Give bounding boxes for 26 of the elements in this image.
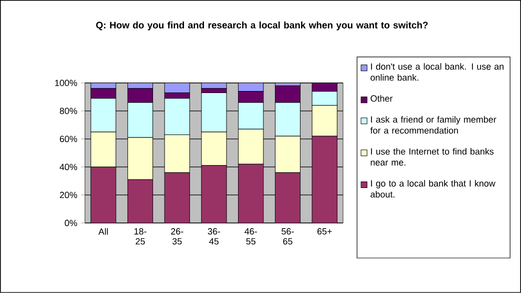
- legend-label: I ask a friend or family member for a recommendation: [370, 116, 496, 134]
- legend-label: Other: [370, 95, 393, 102]
- y-tick-label: 100%: [55, 80, 78, 86]
- x-tick-label: 18-25: [134, 228, 146, 245]
- x-tick-label: 46-55: [244, 228, 257, 245]
- bar: [164, 172, 190, 224]
- bar: [201, 165, 227, 224]
- bar: [274, 172, 301, 224]
- legend-label: I don't use a local bank. I use an online bank.: [370, 63, 504, 81]
- bar: [90, 166, 116, 224]
- y-tick-label: 40%: [60, 164, 78, 170]
- y-tick-label: 60%: [60, 136, 78, 142]
- bar: [127, 179, 154, 224]
- chart-title: Q: How do you find and research a local bank when you want to switch?: [96, 22, 428, 30]
- x-tick-label: 56-65: [282, 228, 294, 245]
- x-tick-label: 26-35: [171, 228, 184, 245]
- x-tick-label: All: [98, 228, 108, 235]
- x-tick-label: 65+: [317, 228, 332, 235]
- bar: [312, 136, 338, 224]
- y-tick-label: 80%: [60, 108, 78, 114]
- legend-label: I use the Internet to find banks near me.: [370, 148, 494, 166]
- legend-label: I go to a local bank that I know about.: [370, 180, 496, 198]
- y-tick-label: 20%: [60, 192, 78, 198]
- x-tick-label: 36-45: [208, 228, 220, 245]
- y-tick-label: 0%: [64, 220, 78, 226]
- bar: [238, 164, 264, 224]
